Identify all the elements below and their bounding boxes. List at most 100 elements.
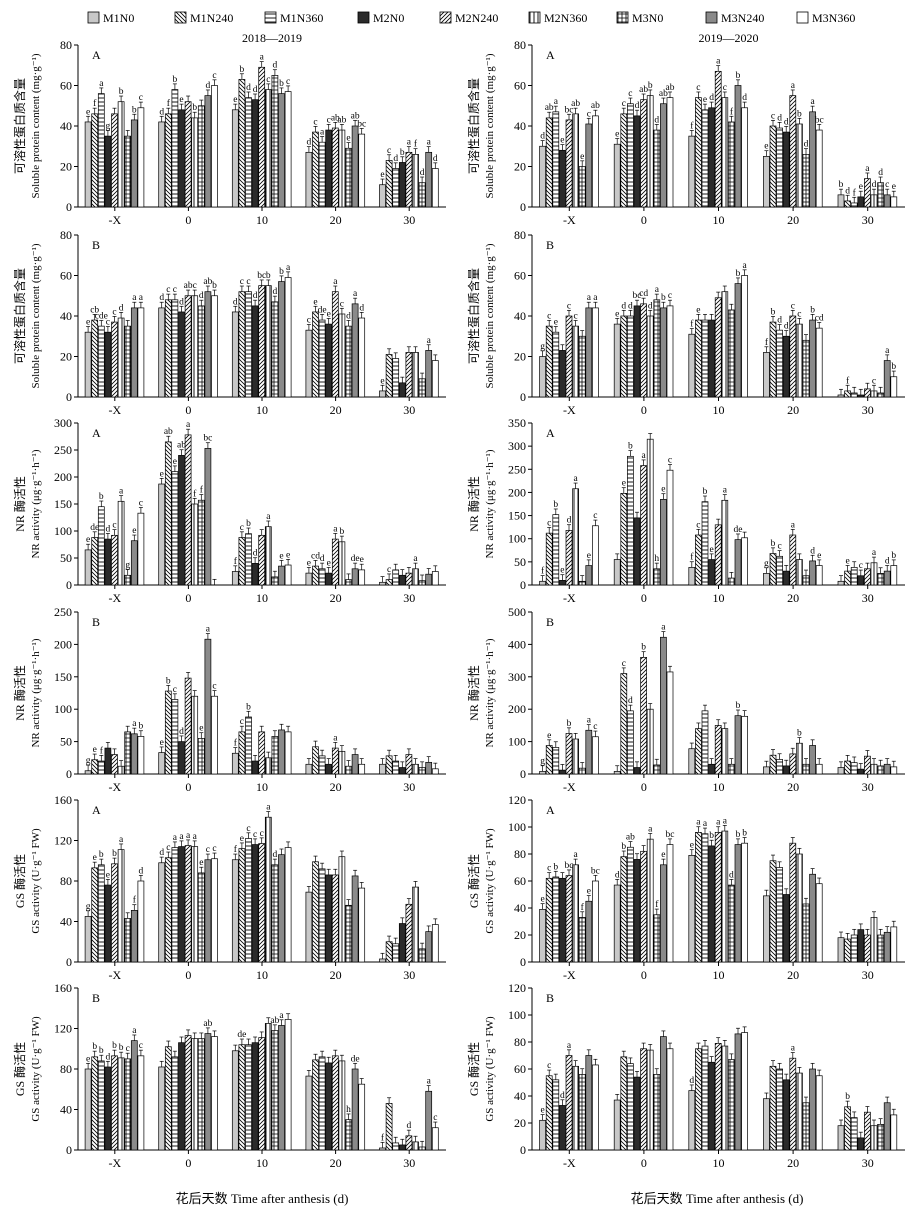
x-tick-label: 30: [403, 403, 415, 417]
bar: [418, 580, 426, 586]
bar: [565, 315, 573, 398]
bar: [708, 107, 715, 208]
bar: [278, 854, 285, 963]
bar: [264, 816, 272, 963]
x-tick-label: 0: [185, 780, 191, 794]
bar: [721, 1045, 729, 1151]
significance-letter: a: [132, 719, 137, 729]
bar: [633, 767, 641, 775]
bar: [620, 493, 628, 586]
y-tick-label: 60: [60, 79, 72, 93]
bar: [728, 1059, 735, 1151]
bar: [130, 910, 138, 963]
significance-letter: cde: [95, 311, 108, 321]
significance-letter: a: [266, 803, 271, 813]
bar: [245, 716, 252, 775]
bar: [864, 178, 871, 208]
bar: [305, 151, 313, 208]
bar: [613, 323, 621, 398]
x-tick-label: 10: [713, 591, 725, 605]
bar: [117, 101, 125, 208]
y-axis-title-cn: 可溶性蛋白质含量: [466, 78, 481, 174]
bar: [815, 565, 823, 586]
y-tick-label: 80: [514, 228, 526, 242]
significance-letter: c: [547, 518, 551, 528]
bar: [837, 194, 845, 208]
significance-letter: e: [703, 95, 707, 105]
significance-letter: b: [166, 676, 171, 686]
bar: [245, 97, 252, 208]
x-tick-label: 20: [330, 968, 342, 982]
significance-letter: b: [279, 79, 284, 89]
significance-letter: b: [845, 1092, 850, 1102]
bar: [111, 863, 118, 963]
significance-letter: c: [433, 1113, 437, 1123]
y-axis-title-cn: GS 酶活性: [466, 854, 481, 908]
bar: [258, 285, 266, 398]
significance-letter: ab: [203, 1019, 212, 1029]
bar: [251, 1042, 259, 1151]
bar: [271, 1030, 279, 1151]
y-axis-title-en: NR activity (μg·g⁻¹·h⁻¹): [30, 449, 42, 558]
significance-letter: c: [139, 93, 143, 103]
y-tick-label: 120: [508, 793, 526, 807]
significance-letter: e: [279, 551, 283, 561]
bar: [158, 307, 166, 398]
significance-letter: b: [553, 500, 558, 510]
legend-label: M2N0: [373, 11, 404, 25]
significance-letter: c: [771, 111, 775, 121]
bar: [351, 125, 359, 208]
bar: [97, 760, 105, 775]
bar: [728, 884, 735, 963]
bar: [178, 741, 185, 775]
x-tick-label: 30: [862, 591, 874, 605]
bar: [130, 733, 138, 775]
bar: [883, 931, 891, 963]
bar: [721, 499, 729, 586]
bar: [117, 500, 125, 586]
bar: [111, 534, 118, 586]
x-tick-label: 30: [403, 780, 415, 794]
bar: [809, 560, 816, 586]
significance-letter: a: [179, 832, 184, 842]
bar: [425, 573, 433, 586]
bar: [741, 715, 748, 775]
significance-letter: c: [668, 291, 672, 301]
significance-letter: b: [139, 722, 144, 732]
panel-letter: B: [92, 238, 100, 252]
significance-letter: a: [885, 346, 890, 356]
y-axis-title-en: Soluble protein content (mg·g⁻¹): [484, 243, 496, 388]
significance-letter: d: [885, 556, 890, 566]
bar: [258, 66, 266, 208]
significance-letter: e: [661, 850, 665, 860]
significance-letter: f: [93, 98, 97, 109]
bar: [425, 761, 433, 775]
bar: [412, 1141, 419, 1151]
bar: [708, 1061, 715, 1151]
y-tick-label: 60: [60, 269, 72, 283]
bar: [857, 196, 865, 208]
bar: [721, 728, 729, 775]
significance-letter: e: [587, 887, 591, 897]
legend-label: M2N240: [455, 11, 498, 25]
significance-letter: e: [587, 551, 591, 561]
significance-letter: f: [200, 485, 204, 496]
significance-letter: c: [126, 1044, 130, 1054]
legend-label: M3N0: [632, 11, 663, 25]
y-tick-label: 40: [60, 1103, 72, 1117]
significance-letter: bc: [633, 291, 642, 301]
bar: [789, 95, 797, 208]
significance-letter: f: [234, 844, 238, 855]
bar: [565, 530, 573, 586]
significance-letter: e: [859, 182, 863, 192]
bar: [666, 1048, 674, 1151]
bar: [864, 934, 871, 963]
bar: [857, 575, 865, 586]
bar: [545, 1075, 553, 1151]
significance-letter: a: [716, 818, 721, 828]
bar: [646, 438, 654, 586]
significance-letter: d: [179, 727, 184, 737]
bar: [627, 846, 634, 963]
bar: [870, 763, 878, 775]
